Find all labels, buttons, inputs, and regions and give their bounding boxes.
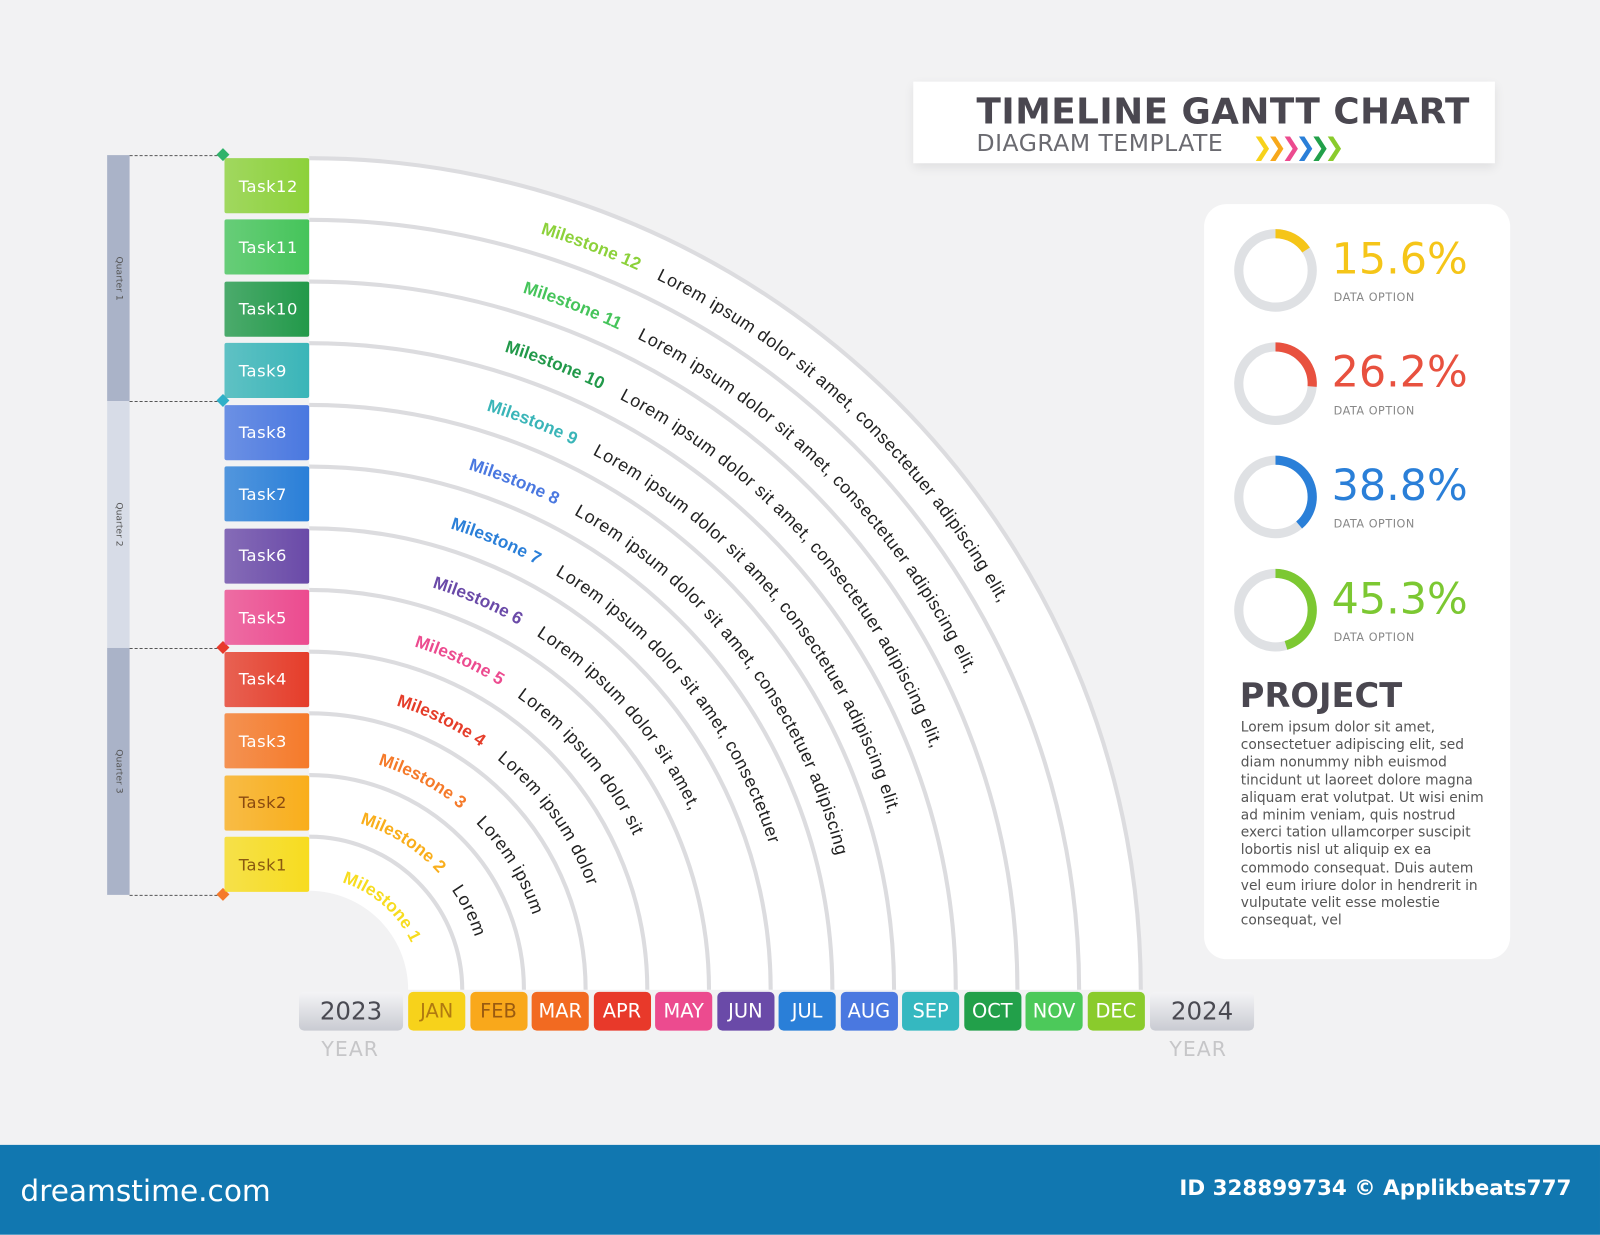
month-dec[interactable]: DEC bbox=[1087, 991, 1145, 1031]
band-divider-arc bbox=[309, 587, 712, 990]
donut-value: 38.8% bbox=[1331, 460, 1468, 511]
band-divider-arc bbox=[309, 341, 958, 990]
task-9[interactable]: Task9 bbox=[224, 343, 310, 399]
end-year-label: YEAR bbox=[1169, 1036, 1227, 1062]
chevron-icon: ❯ bbox=[1266, 132, 1287, 162]
month-mar[interactable]: MAR bbox=[531, 991, 589, 1031]
month-may[interactable]: MAY bbox=[655, 991, 713, 1031]
donut-value: 26.2% bbox=[1331, 346, 1468, 397]
quarter-divider-line bbox=[129, 155, 223, 157]
task-6[interactable]: Task6 bbox=[224, 528, 310, 584]
donut-charts bbox=[1234, 229, 1317, 652]
band-divider-arc bbox=[309, 217, 1082, 990]
task-2[interactable]: Task2 bbox=[224, 775, 310, 831]
chevron-icon: ❯ bbox=[1324, 132, 1345, 162]
band-divider-arc bbox=[309, 402, 897, 990]
project-title: PROJECT bbox=[1239, 675, 1403, 716]
month-nov[interactable]: NOV bbox=[1025, 991, 1083, 1031]
donut-label: DATA OPTION bbox=[1333, 517, 1415, 531]
task-4[interactable]: Task4 bbox=[224, 651, 310, 707]
quarter-divider-line bbox=[129, 647, 223, 649]
task-10[interactable]: Task10 bbox=[224, 281, 310, 337]
band-divider-arc bbox=[309, 279, 1020, 990]
task-12[interactable]: Task12 bbox=[224, 158, 310, 214]
month-jul[interactable]: JUL bbox=[778, 991, 836, 1031]
page-subtitle: DIAGRAM TEMPLATE bbox=[976, 130, 1224, 158]
month-oct[interactable]: OCT bbox=[963, 991, 1021, 1031]
month-jan[interactable]: JAN bbox=[408, 991, 466, 1031]
chevron-icon: ❯ bbox=[1280, 132, 1302, 162]
quarter-bar-3: Quarter 3 bbox=[107, 647, 130, 895]
stats-panel: PROJECT Lorem ipsum dolor sit amet, cons… bbox=[1204, 204, 1511, 960]
task-8[interactable]: Task8 bbox=[224, 404, 310, 461]
donut-value: 45.3% bbox=[1331, 573, 1468, 624]
dreamstime-logo[interactable]: dreamstime.com bbox=[20, 1173, 271, 1209]
quarter-bar-2: Quarter 2 bbox=[107, 401, 130, 648]
band-divider-arc bbox=[309, 834, 465, 990]
band-divider-arc bbox=[309, 464, 835, 990]
chevron-icon: ❯ bbox=[1252, 132, 1273, 162]
month-apr[interactable]: APR bbox=[593, 991, 651, 1031]
quarter-bar-1: Quarter 1 bbox=[107, 155, 130, 402]
start-year-label: YEAR bbox=[321, 1036, 380, 1062]
chevron-icon: ❯ bbox=[1309, 132, 1331, 162]
donut-value: 15.6% bbox=[1331, 233, 1468, 284]
band-divider-arc bbox=[309, 772, 526, 990]
title-card: TIMELINE GANTT CHART DIAGRAM TEMPLATE ❯ ❯… bbox=[913, 81, 1495, 164]
task-5[interactable]: Task5 bbox=[224, 589, 310, 646]
project-description: Lorem ipsum dolor sit amet, consectetuer… bbox=[1240, 719, 1484, 929]
month-aug[interactable]: AUG bbox=[840, 991, 898, 1031]
band-divider-arc bbox=[309, 526, 773, 990]
donut-label: DATA OPTION bbox=[1333, 630, 1415, 644]
donut-track bbox=[1234, 229, 1317, 312]
quarter-divider-line bbox=[129, 894, 223, 896]
band-divider-arc bbox=[309, 156, 1143, 990]
quarter-divider-line bbox=[129, 401, 223, 403]
chevron-arrows-icon: ❯ ❯ ❯ ❯ ❯ ❯ bbox=[1252, 132, 1345, 162]
task-1[interactable]: Task1 bbox=[224, 836, 310, 892]
arc-background bbox=[309, 158, 1141, 990]
quarter-label: Quarter 1 bbox=[113, 255, 124, 301]
quarter-label: Quarter 3 bbox=[113, 749, 124, 794]
task-11[interactable]: Task11 bbox=[224, 219, 310, 275]
page-title: TIMELINE GANTT CHART bbox=[976, 91, 1470, 133]
donut-label: DATA OPTION bbox=[1333, 290, 1415, 305]
footer-bar: dreamstime.com ID 328899734 © Applikbeat… bbox=[0, 1144, 1600, 1235]
end-year-box: 2024 bbox=[1149, 991, 1255, 1031]
task-3[interactable]: Task3 bbox=[224, 713, 310, 769]
task-7[interactable]: Task7 bbox=[224, 466, 310, 522]
month-sep[interactable]: SEP bbox=[902, 991, 960, 1031]
image-credit: ID 328899734 © Applikbeats777 bbox=[1179, 1175, 1572, 1200]
quarter-label: Quarter 2 bbox=[113, 502, 124, 547]
month-jun[interactable]: JUN bbox=[716, 991, 774, 1031]
donut-label: DATA OPTION bbox=[1333, 404, 1415, 418]
band-divider-arc bbox=[309, 649, 650, 990]
chevron-icon: ❯ bbox=[1295, 132, 1316, 162]
month-feb[interactable]: FEB bbox=[469, 991, 528, 1031]
start-year-box: 2023 bbox=[298, 991, 404, 1031]
band-divider-arc bbox=[309, 711, 588, 990]
